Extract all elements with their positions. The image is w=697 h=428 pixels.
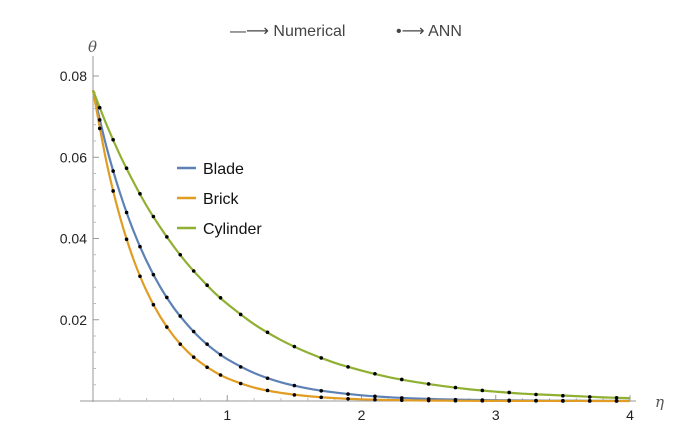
ann-point — [346, 365, 350, 369]
ann-point — [238, 381, 243, 386]
x-tick-label-4: 4 — [626, 407, 634, 423]
ann-point — [191, 269, 196, 273]
ann-point — [534, 399, 538, 403]
ann-point — [265, 330, 270, 335]
y-axis-label: θ — [88, 38, 97, 56]
ann-point — [587, 395, 592, 399]
ann-point — [124, 237, 129, 242]
legend: Blade Brick Cylinder — [177, 161, 262, 238]
y-tick-label-0.08: 0.08 — [60, 68, 87, 84]
header-numerical-label: —⟶ Numerical — [230, 23, 345, 40]
ann-point — [191, 355, 196, 359]
header-ann-label: •⟶ ANN — [396, 23, 462, 40]
ann-point — [111, 169, 115, 173]
y-tick-label-0.04: 0.04 — [60, 231, 87, 247]
legend-label-cylinder: Cylinder — [203, 221, 262, 238]
ann-point — [218, 296, 223, 300]
ann-point — [111, 189, 115, 193]
ann-point — [507, 399, 511, 403]
ann-point — [399, 398, 404, 403]
ann-point — [238, 312, 243, 317]
ann-point — [138, 274, 142, 279]
ann-point — [151, 272, 156, 277]
ann-point — [319, 395, 324, 400]
ann-point — [453, 385, 458, 390]
ann-point — [124, 166, 129, 171]
ann-point — [178, 342, 183, 346]
ann-point — [97, 118, 102, 122]
ann-point — [292, 383, 297, 388]
ann-point — [614, 395, 619, 400]
ann-point — [614, 399, 619, 403]
ann-point — [205, 283, 209, 288]
x-tick-label-2: 2 — [358, 407, 366, 423]
ann-point — [507, 390, 511, 395]
ann-point — [319, 389, 324, 393]
ann-points — [97, 105, 619, 403]
ann-point — [138, 192, 142, 196]
ann-point — [218, 373, 223, 377]
ann-point — [165, 295, 169, 300]
ann-point — [561, 393, 565, 398]
ann-point — [178, 314, 183, 318]
ticks: 1 2 3 4 0.02 0.04 0.06 0.08 — [60, 68, 634, 423]
ann-point — [97, 105, 102, 110]
series-lines — [91, 89, 631, 403]
series-line-cylinder — [91, 89, 631, 400]
legend-label-brick: Brick — [203, 191, 240, 208]
ann-point — [191, 329, 196, 334]
x-tick-label-1: 1 — [223, 407, 231, 423]
legend-label-blade: Blade — [203, 161, 244, 178]
ann-point — [111, 137, 115, 142]
ann-point — [238, 365, 243, 369]
ann-point — [373, 397, 377, 402]
ann-point — [373, 394, 377, 399]
ann-point — [218, 352, 223, 357]
ann-point — [205, 342, 209, 346]
y-tick-label-0.06: 0.06 — [60, 149, 87, 165]
ann-point — [205, 365, 209, 370]
ann-point — [480, 399, 485, 403]
ann-point — [178, 252, 183, 257]
ann-point — [124, 210, 129, 215]
ann-point — [561, 399, 565, 403]
ann-point — [319, 356, 324, 360]
ann-point — [426, 398, 431, 403]
ann-point — [97, 126, 102, 131]
ann-point — [151, 214, 156, 219]
ann-point — [165, 235, 169, 239]
axes: 1 2 3 4 0.02 0.04 0.06 0.08 θ η — [60, 38, 664, 423]
ann-point — [292, 344, 297, 349]
ann-point — [138, 244, 142, 249]
ann-point — [480, 388, 485, 393]
chart-header: —⟶ Numerical •⟶ ANN — [230, 23, 462, 40]
ann-point — [587, 399, 592, 403]
ann-point — [534, 392, 538, 397]
ann-point — [265, 388, 270, 393]
ann-point — [453, 398, 458, 403]
ann-point — [399, 377, 404, 382]
ann-point — [373, 371, 377, 376]
ann-point — [151, 302, 156, 307]
y-tick-label-0.02: 0.02 — [60, 312, 87, 328]
ann-point — [346, 392, 350, 396]
ann-point — [292, 393, 297, 397]
ann-point — [346, 397, 350, 401]
x-tick-label-3: 3 — [492, 407, 500, 423]
ann-point — [165, 325, 169, 329]
x-axis-label: η — [655, 393, 664, 411]
ann-point — [426, 382, 431, 386]
ann-point — [265, 376, 270, 381]
